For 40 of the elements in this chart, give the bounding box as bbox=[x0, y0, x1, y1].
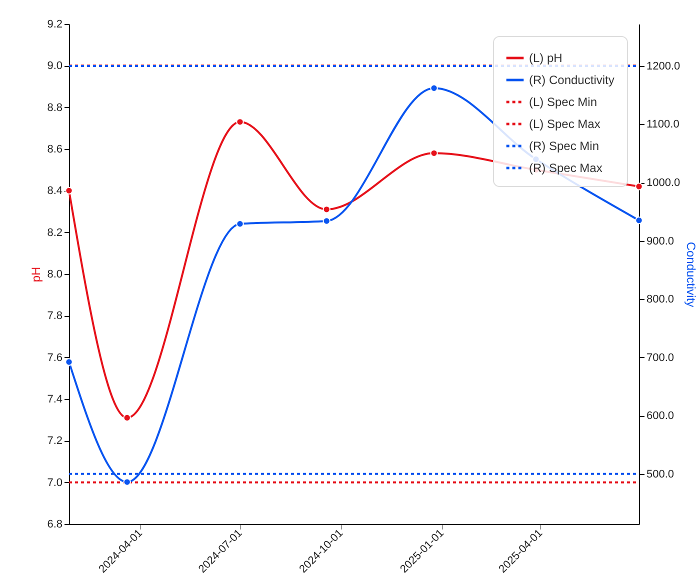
point bbox=[322, 217, 330, 225]
y2-tick-label: 1200.0 bbox=[646, 60, 680, 72]
legend-label: (L) Spec Min bbox=[529, 95, 598, 109]
legend-label: (R) Spec Min bbox=[529, 139, 600, 153]
y-tick-label: 9.0 bbox=[47, 60, 62, 72]
legend-label: (R) Conductivity bbox=[529, 73, 614, 87]
y-tick-label: 7.2 bbox=[47, 435, 62, 448]
point bbox=[430, 84, 438, 92]
legend-label: (L) pH bbox=[529, 51, 562, 65]
y-tick-label: 8.8 bbox=[47, 102, 62, 114]
y-tick-label: 8.6 bbox=[47, 144, 62, 156]
y2-axis-title: Conductivity bbox=[684, 242, 698, 308]
y-tick-label: 7.0 bbox=[47, 476, 62, 489]
y-axis-title: pH bbox=[29, 266, 44, 282]
point bbox=[236, 220, 244, 228]
point bbox=[635, 216, 643, 224]
y-tick-label: 9.2 bbox=[47, 18, 62, 30]
y2-tick-label: 500.0 bbox=[646, 468, 674, 480]
point bbox=[236, 118, 244, 126]
y-tick-label: 8.2 bbox=[47, 226, 62, 239]
point bbox=[322, 206, 330, 214]
point bbox=[123, 414, 131, 422]
legend-label: (L) Spec Max bbox=[529, 117, 600, 131]
y2-tick-label: 900.0 bbox=[646, 235, 674, 248]
point bbox=[65, 186, 73, 195]
y2-tick-label: 700.0 bbox=[646, 352, 674, 364]
y2-tick-label: 600.0 bbox=[646, 410, 674, 422]
point bbox=[65, 358, 73, 366]
point bbox=[123, 478, 131, 486]
y-tick-label: 7.4 bbox=[47, 394, 62, 406]
y-tick-label: 6.8 bbox=[47, 518, 62, 530]
y2-tick-label: 1000.0 bbox=[646, 177, 680, 190]
y-tick-label: 7.8 bbox=[47, 310, 62, 322]
y2-tick-label: 800.0 bbox=[646, 294, 674, 306]
y-tick-label: 8.4 bbox=[47, 185, 62, 198]
y-tick-label: 7.6 bbox=[47, 352, 62, 364]
legend-label: (R) Spec Max bbox=[529, 161, 602, 175]
point bbox=[635, 182, 643, 190]
y-tick-label: 8.0 bbox=[47, 268, 62, 280]
y2-tick-label: 1100.0 bbox=[646, 118, 680, 131]
